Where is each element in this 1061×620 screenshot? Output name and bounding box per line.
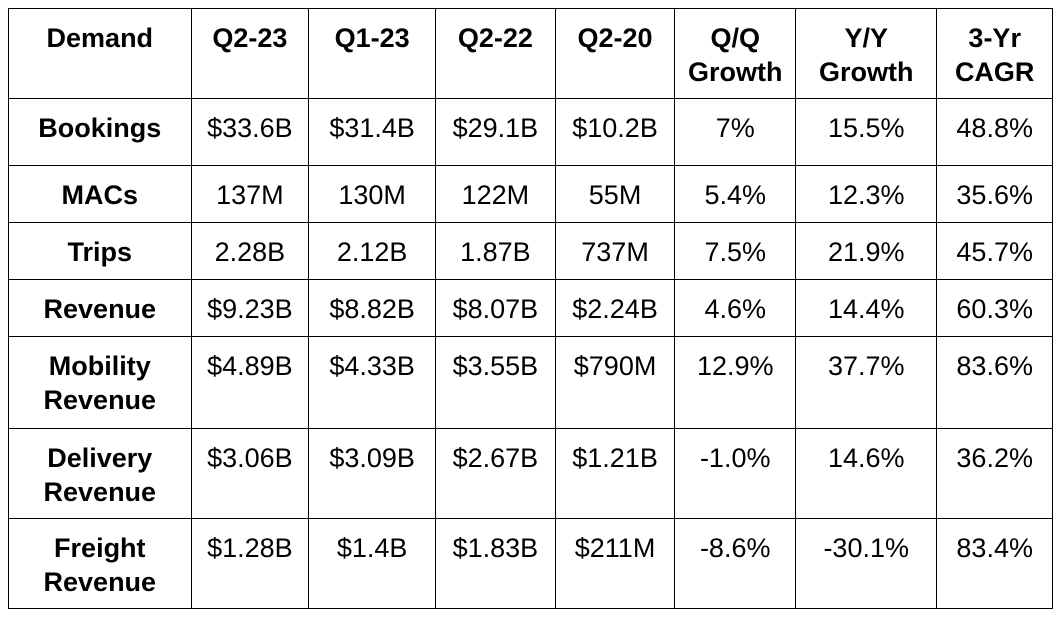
row-label: Trips — [8, 222, 192, 280]
table-row: MACs 137M 130M 122M 55M 5.4% 12.3% 35.6% — [8, 165, 1053, 223]
table-cell: 1.87B — [435, 222, 556, 280]
table-cell: 7% — [674, 98, 797, 166]
table-row: Delivery Revenue $3.06B $3.09B $2.67B $1… — [8, 428, 1053, 519]
row-label: MACs — [8, 165, 192, 223]
table-row: Freight Revenue $1.28B $1.4B $1.83B $211… — [8, 518, 1053, 609]
table-cell: 48.8% — [936, 98, 1053, 166]
table-cell: $8.07B — [435, 279, 556, 337]
table-cell: $31.4B — [308, 98, 437, 166]
table-cell: 737M — [554, 222, 676, 280]
table-cell: 14.6% — [795, 428, 938, 519]
table-cell: 122M — [435, 165, 556, 223]
table-cell: 12.9% — [674, 336, 797, 429]
table-cell: $33.6B — [190, 98, 310, 166]
table-cell: 45.7% — [936, 222, 1053, 280]
table-cell: 2.28B — [190, 222, 310, 280]
table-row: Mobility Revenue $4.89B $4.33B $3.55B $7… — [8, 336, 1053, 429]
header-row: Demand Q2-23 Q1-23 Q2-22 Q2-20 Q/Q Growt… — [8, 8, 1053, 99]
row-label: Revenue — [8, 279, 192, 337]
row-label: Freight Revenue — [8, 518, 192, 609]
row-label: Bookings — [8, 98, 192, 166]
table-cell: 2.12B — [308, 222, 437, 280]
table-cell: -8.6% — [674, 518, 797, 609]
table-cell: 35.6% — [936, 165, 1053, 223]
table-cell: 5.4% — [674, 165, 797, 223]
header-q2-22: Q2-22 — [435, 8, 556, 99]
table-row: Revenue $9.23B $8.82B $8.07B $2.24B 4.6%… — [8, 279, 1053, 337]
table-cell: $790M — [554, 336, 676, 429]
table-cell: 60.3% — [936, 279, 1053, 337]
table-cell: 37.7% — [795, 336, 938, 429]
table-cell: $4.89B — [190, 336, 310, 429]
table-cell: $211M — [554, 518, 676, 609]
table-cell: 15.5% — [795, 98, 938, 166]
table-cell: -1.0% — [674, 428, 797, 519]
table-row: Bookings $33.6B $31.4B $29.1B $10.2B 7% … — [8, 98, 1053, 166]
table-cell: $2.24B — [554, 279, 676, 337]
table-cell: 130M — [308, 165, 437, 223]
table-cell: 7.5% — [674, 222, 797, 280]
table-cell: 137M — [190, 165, 310, 223]
header-3yr-cagr: 3-Yr CAGR — [936, 8, 1053, 99]
table-cell: 83.4% — [936, 518, 1053, 609]
row-label: Mobility Revenue — [8, 336, 192, 429]
header-qq-growth: Q/Q Growth — [674, 8, 797, 99]
header-q2-23: Q2-23 — [190, 8, 310, 99]
table-cell: 83.6% — [936, 336, 1053, 429]
table-cell: -30.1% — [795, 518, 938, 609]
table-cell: $9.23B — [190, 279, 310, 337]
table-row: Trips 2.28B 2.12B 1.87B 737M 7.5% 21.9% … — [8, 222, 1053, 280]
row-label: Delivery Revenue — [8, 428, 192, 519]
header-yy-growth: Y/Y Growth — [795, 8, 938, 99]
table-cell: $2.67B — [435, 428, 556, 519]
table-cell: $4.33B — [308, 336, 437, 429]
table-cell: $3.06B — [190, 428, 310, 519]
table-cell: $29.1B — [435, 98, 556, 166]
table-cell: $1.28B — [190, 518, 310, 609]
header-q2-20: Q2-20 — [554, 8, 676, 99]
table-cell: 36.2% — [936, 428, 1053, 519]
table-cell: $8.82B — [308, 279, 437, 337]
table-cell: 14.4% — [795, 279, 938, 337]
table-cell: 12.3% — [795, 165, 938, 223]
demand-table: Demand Q2-23 Q1-23 Q2-22 Q2-20 Q/Q Growt… — [8, 8, 1053, 609]
table-cell: $1.83B — [435, 518, 556, 609]
header-demand: Demand — [8, 8, 192, 99]
table-cell: $1.21B — [554, 428, 676, 519]
table-cell: $3.09B — [308, 428, 437, 519]
header-q1-23: Q1-23 — [308, 8, 437, 99]
table-cell: $1.4B — [308, 518, 437, 609]
table-cell: 21.9% — [795, 222, 938, 280]
table-cell: $10.2B — [554, 98, 676, 166]
table-cell: $3.55B — [435, 336, 556, 429]
table-cell: 4.6% — [674, 279, 797, 337]
table-cell: 55M — [554, 165, 676, 223]
